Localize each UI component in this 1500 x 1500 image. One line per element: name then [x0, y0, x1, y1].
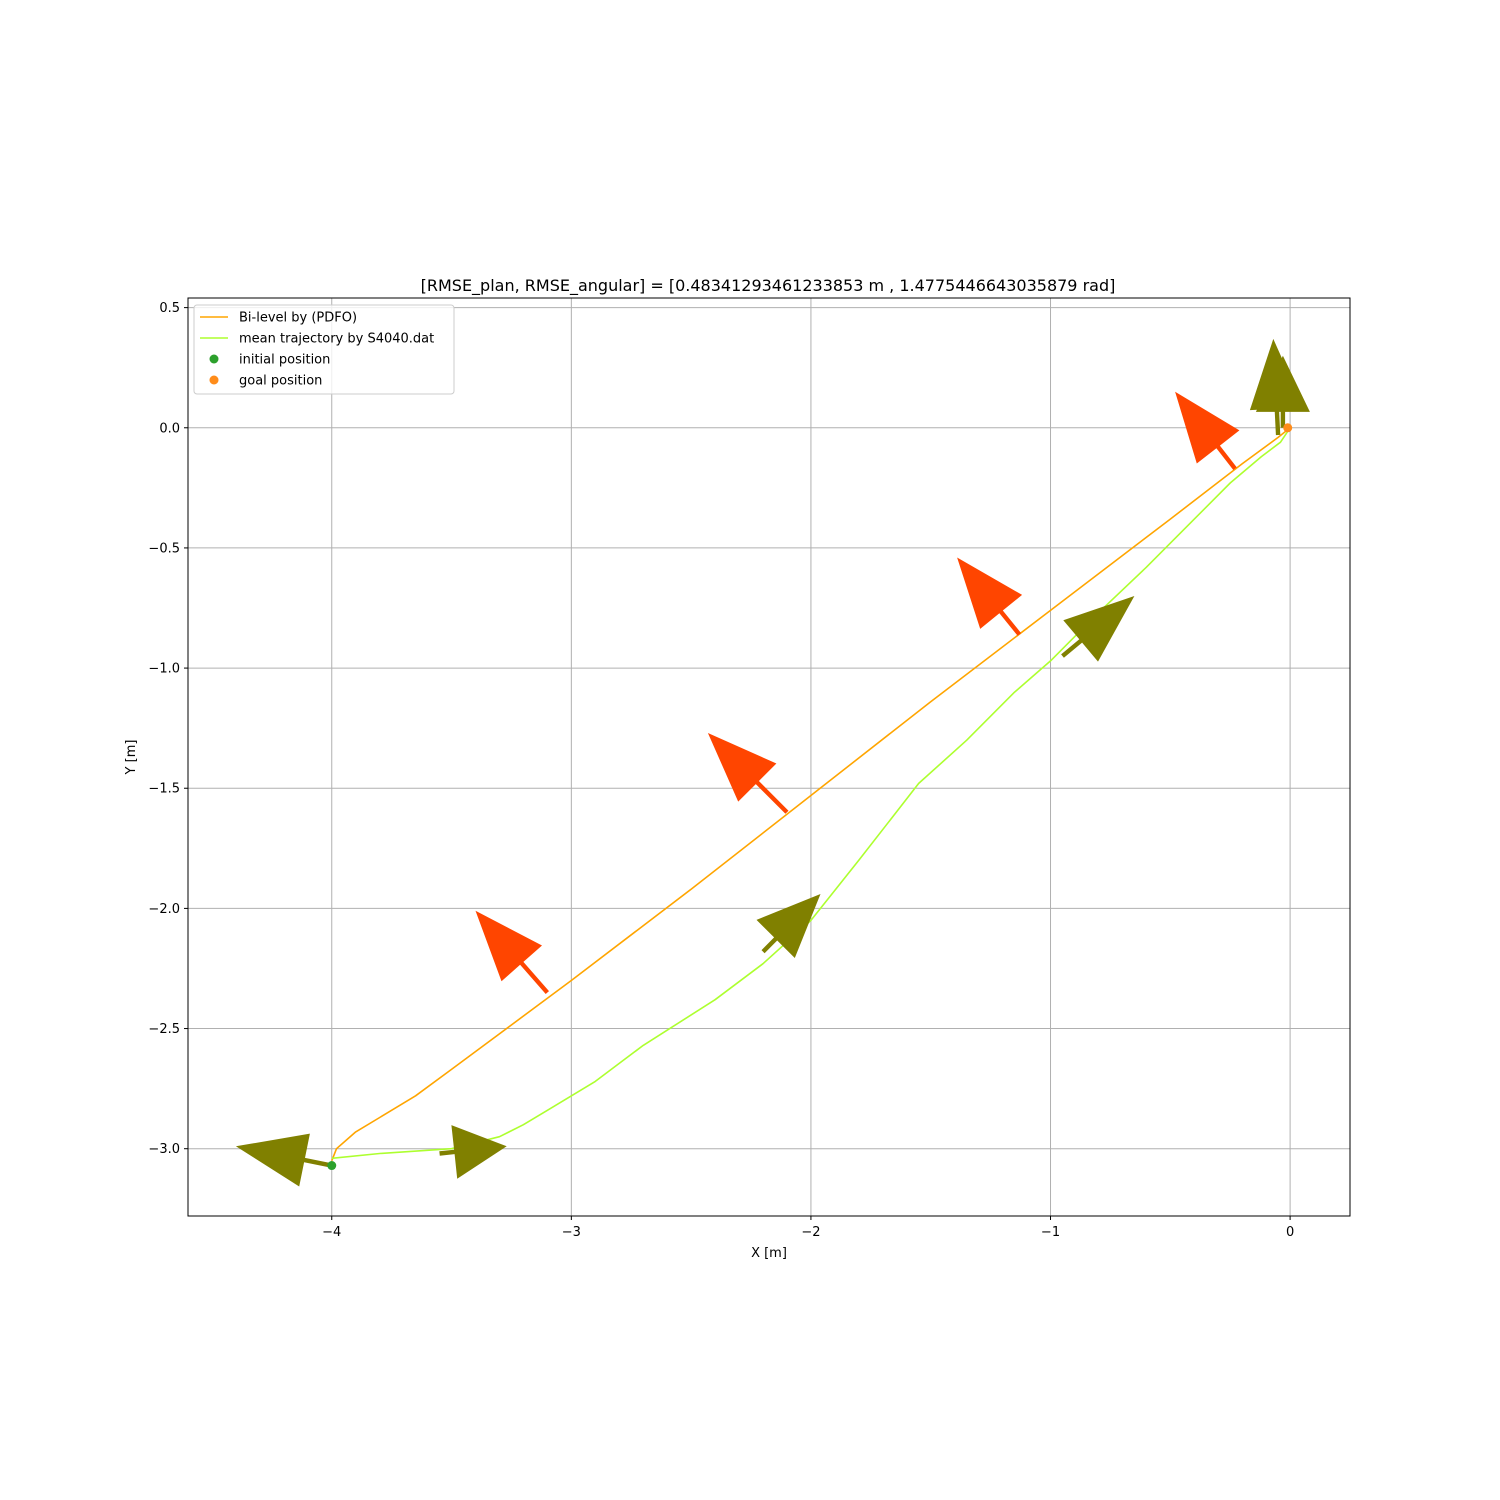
legend-label: initial position [239, 353, 330, 368]
legend-label: Bi-level by (PDFO) [239, 311, 357, 326]
x-axis-label: X [m] [751, 1246, 787, 1261]
plot-data [235, 338, 1310, 1187]
y-tick-label: −1.5 [148, 782, 180, 797]
goal-position-marker [1283, 423, 1293, 433]
chart-title: [RMSE_plan, RMSE_angular] = [0.483412934… [421, 276, 1116, 296]
measured-orientation-arrow-7 [1061, 596, 1135, 662]
planned-orientation-arrow-3 [1175, 391, 1240, 470]
measured-orientation-arrow-5 [439, 1125, 507, 1179]
x-tick-label: −4 [322, 1225, 341, 1240]
y-tick-label: −2.5 [148, 1022, 180, 1037]
measured-orientation-arrow-6 [756, 894, 821, 958]
series-line-1 [331, 427, 1291, 1160]
planned-orientation-arrow-2 [957, 557, 1023, 636]
y-tick-label: −3.0 [148, 1142, 180, 1157]
x-tick-label: 0 [1286, 1225, 1294, 1240]
x-tick-label: −3 [562, 1225, 581, 1240]
y-tick-label: 0.0 [159, 421, 180, 436]
planned-orientation-arrow-0 [475, 910, 549, 994]
y-tick-label: −0.5 [148, 541, 180, 556]
y-axis-label: Y [m] [124, 740, 139, 776]
y-tick-label: 0.5 [159, 301, 180, 316]
y-tick-label: −2.0 [148, 902, 180, 917]
series-line-0 [331, 427, 1291, 1161]
initial-position-marker [327, 1161, 337, 1171]
legend-box [193, 304, 455, 395]
legend-label: goal position [239, 374, 322, 389]
planned-orientation-arrow-1 [707, 733, 789, 814]
measured-orientation-arrow-4 [235, 1133, 333, 1187]
x-tick-label: −2 [801, 1225, 820, 1240]
x-tick-label: −1 [1041, 1225, 1060, 1240]
legend: Bi-level by (PDFO) mean trajectory by S40… [193, 304, 455, 395]
axis-ticks: −4 −3 −2 −1 0 0.5 0.0 −0.5 −1.0 −1.5 −2.0 −2.5 −3.0 [148, 301, 1294, 1240]
measured-orientation-arrow-9 [1255, 355, 1310, 428]
legend-marker-swatch-2 [209, 354, 219, 364]
legend-label: mean trajectory by S4040.dat [239, 332, 434, 347]
legend-marker-swatch-3 [209, 375, 219, 385]
plot-frame [187, 297, 1351, 1217]
y-tick-label: −1.0 [148, 662, 180, 677]
